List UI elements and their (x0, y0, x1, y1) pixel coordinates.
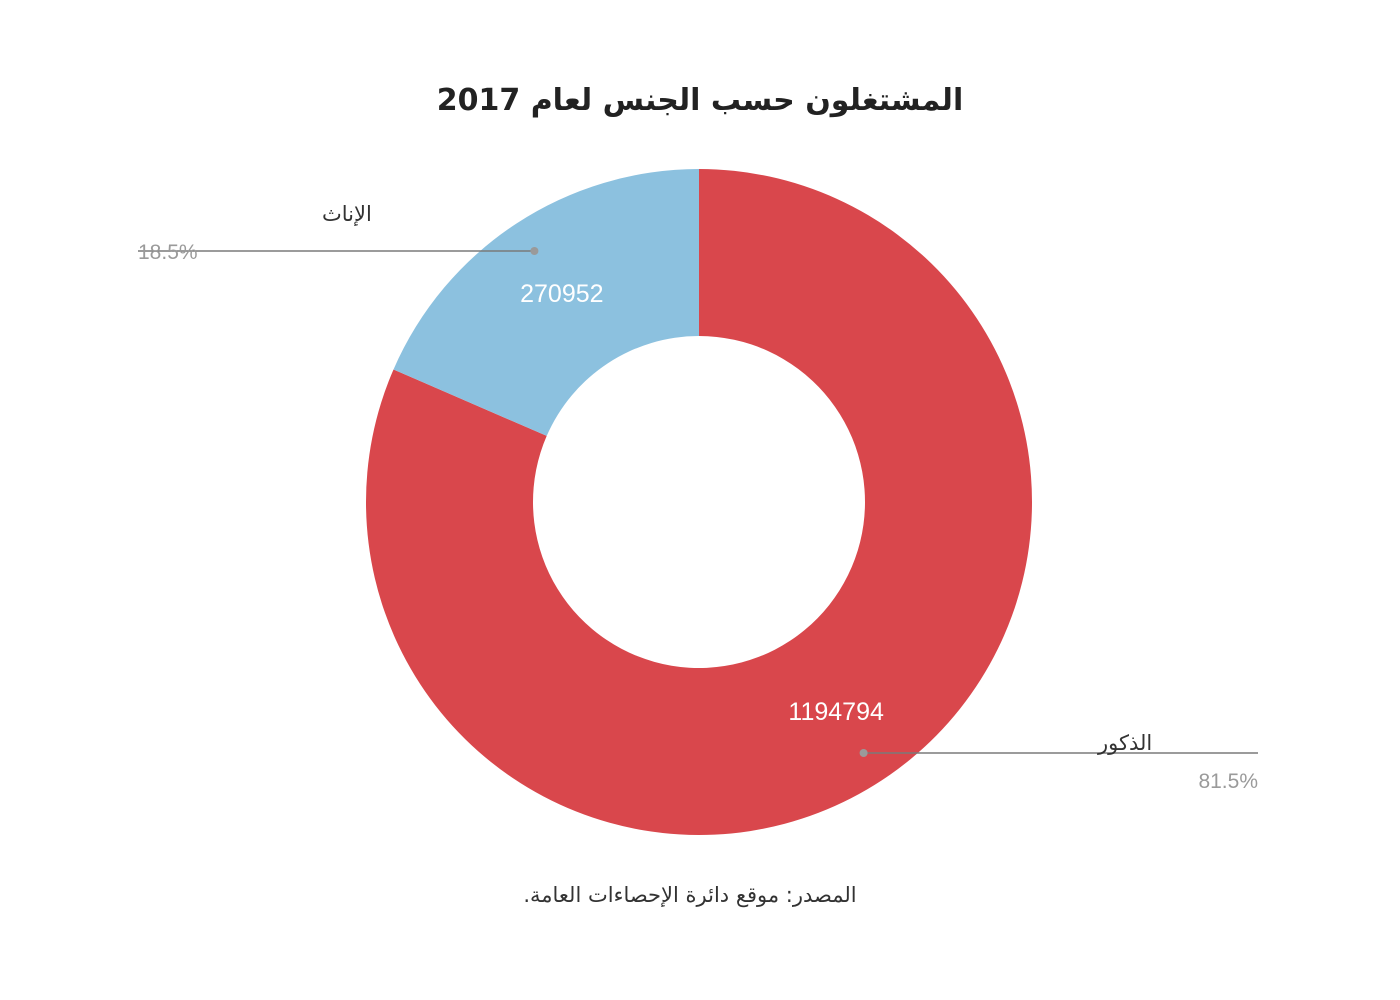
slice-name-label-0: الذكور (1097, 731, 1152, 755)
slice-percent-label-0: 81.5% (1198, 770, 1258, 793)
slice-percent-label-1: 18.5% (138, 241, 198, 264)
slice-value-label-0: 1194794 (788, 698, 884, 726)
leader-dot-1 (530, 247, 539, 255)
leader-dot-0 (859, 749, 868, 757)
slice-1 (393, 169, 699, 436)
slices-group (366, 169, 1033, 836)
slice-0 (366, 169, 1033, 836)
value-labels-group: 1194794 270952 (520, 280, 884, 726)
slice-name-label-1: الإناث (322, 202, 372, 226)
chart-title: المشتغلون حسب الجنس لعام 2017 (437, 83, 963, 118)
slice-value-label-1: 270952 (520, 280, 603, 308)
callouts-group: الذكور 81.5% الإناث 18.5% (138, 202, 1258, 793)
source-note: المصدر: موقع دائرة الإحصاءات العامة. (523, 883, 856, 907)
